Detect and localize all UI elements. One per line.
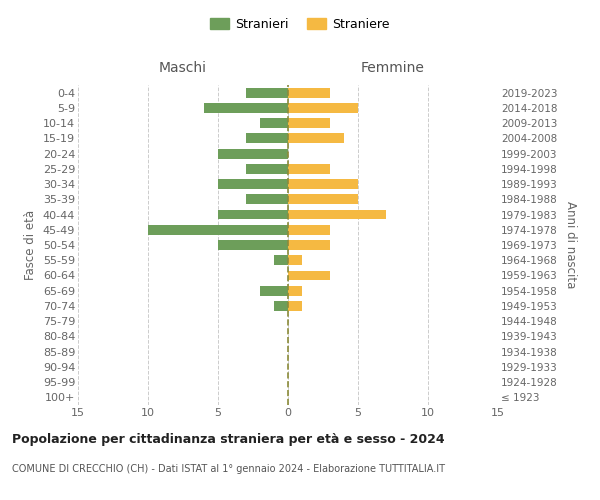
Bar [288,179,358,189]
Bar [288,194,358,204]
Bar [274,256,288,265]
Bar [246,88,288,98]
Bar [218,240,288,250]
Bar [274,301,288,311]
Text: COMUNE DI CRECCHIO (CH) - Dati ISTAT al 1° gennaio 2024 - Elaborazione TUTTITALI: COMUNE DI CRECCHIO (CH) - Dati ISTAT al … [12,464,445,474]
Bar [288,134,344,143]
Bar [288,225,330,234]
Bar [218,210,288,220]
Y-axis label: Fasce di età: Fasce di età [24,210,37,280]
Bar [246,134,288,143]
Bar [288,103,358,113]
Y-axis label: Anni di nascita: Anni di nascita [564,202,577,288]
Bar [204,103,288,113]
Bar [246,194,288,204]
Bar [288,286,302,296]
Bar [148,225,288,234]
Bar [288,164,330,174]
Text: Popolazione per cittadinanza straniera per età e sesso - 2024: Popolazione per cittadinanza straniera p… [12,432,445,446]
Bar [288,210,386,220]
Bar [260,286,288,296]
Bar [260,118,288,128]
Bar [288,301,302,311]
Bar [288,256,302,265]
Bar [288,270,330,280]
Bar [288,88,330,98]
Bar [246,164,288,174]
Bar [218,179,288,189]
Bar [288,240,330,250]
Text: Femmine: Femmine [361,62,425,76]
Bar [288,118,330,128]
Text: Maschi: Maschi [159,62,207,76]
Legend: Stranieri, Straniere: Stranieri, Straniere [206,14,394,34]
Bar [218,148,288,158]
